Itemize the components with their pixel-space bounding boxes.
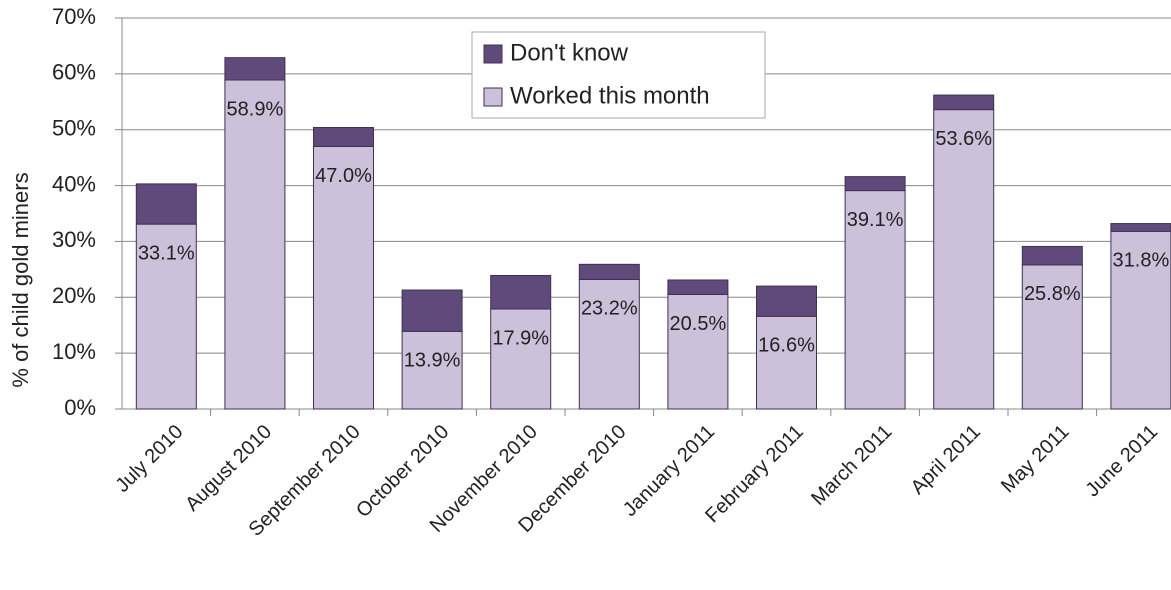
- legend-swatch: [483, 87, 503, 107]
- legend-box: [471, 31, 766, 119]
- value-label: 16.6%: [758, 335, 815, 357]
- x-tick-label: March 2011: [807, 421, 896, 510]
- bar-segment: [490, 308, 552, 410]
- x-tick-label: April 2011: [907, 421, 985, 499]
- x-tick-label: January 2011: [619, 421, 719, 521]
- value-label: 53.6%: [935, 128, 992, 150]
- value-label: 17.9%: [492, 327, 549, 349]
- legend-label: Don't know: [510, 39, 629, 66]
- value-label: 39.1%: [847, 209, 904, 231]
- y-tick-label: 20%: [52, 283, 96, 308]
- y-tick-label: 40%: [52, 171, 96, 196]
- bar-segment: [756, 285, 817, 317]
- bar-segment: [1021, 264, 1083, 410]
- bar-segment: [135, 183, 197, 225]
- y-tick-label: 10%: [52, 339, 96, 364]
- value-label: 58.9%: [227, 98, 284, 120]
- y-tick-label: 30%: [52, 227, 96, 252]
- bar-segment: [667, 293, 729, 410]
- bar-segment: [490, 275, 552, 310]
- value-label: 25.8%: [1024, 283, 1081, 305]
- bar-segment: [933, 109, 995, 410]
- bar-segment: [667, 279, 729, 295]
- bar-segment: [844, 176, 906, 192]
- bar-segment: [401, 330, 463, 410]
- bar-segment: [1110, 223, 1171, 232]
- legend-swatch: [483, 44, 503, 64]
- bar-segment: [578, 263, 640, 280]
- bar-segment: [578, 278, 640, 410]
- value-label: 20.5%: [670, 313, 727, 335]
- bar-segment: [224, 57, 286, 81]
- y-tick-label: 0%: [64, 395, 96, 420]
- value-label: 47.0%: [315, 165, 372, 187]
- y-tick-label: 70%: [52, 4, 96, 29]
- value-label: 31.8%: [1113, 250, 1170, 272]
- bar-segment: [313, 126, 374, 147]
- bar-segment: [933, 94, 995, 111]
- x-tick-label: October 2010: [352, 421, 453, 522]
- value-label: 33.1%: [138, 242, 195, 264]
- bar-segment: [224, 79, 286, 410]
- y-tick-label: 50%: [52, 116, 96, 141]
- bar-segment: [756, 315, 817, 410]
- x-tick-label: June 2011: [1082, 421, 1163, 502]
- legend-label: Worked this month: [510, 82, 710, 109]
- y-axis-label: % of child gold miners: [8, 172, 33, 387]
- x-tick-label: May 2011: [997, 421, 1074, 498]
- bar-segment: [1021, 245, 1083, 266]
- value-label: 23.2%: [581, 298, 638, 320]
- y-tick-label: 60%: [52, 60, 96, 85]
- x-tick-label: July 2010: [111, 421, 187, 497]
- value-label: 13.9%: [404, 350, 461, 372]
- bar-segment: [313, 145, 374, 410]
- bar-segment: [401, 289, 463, 332]
- x-tick-label: August 2010: [181, 421, 276, 516]
- bar-segment: [1110, 230, 1171, 410]
